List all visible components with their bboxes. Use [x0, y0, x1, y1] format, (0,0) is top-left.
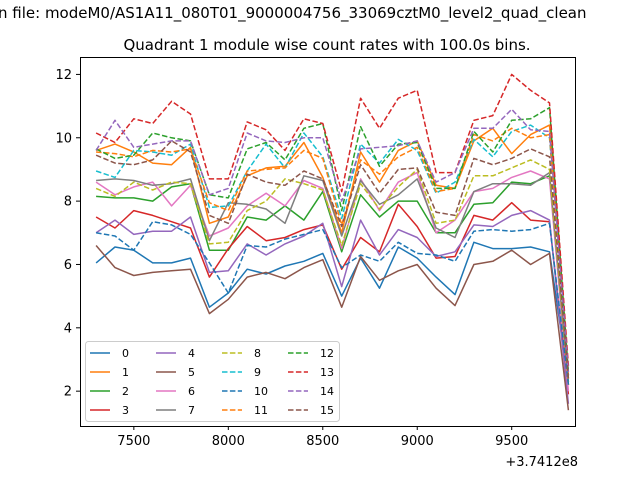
series-line-13 [95, 73, 570, 366]
legend-label-7: 7 [188, 404, 195, 417]
chart-title: Quadrant 1 module wise count rates with … [123, 36, 530, 54]
x-tick-label-9500: 9500 [495, 434, 528, 449]
series-line-1 [95, 124, 570, 376]
series-line-9 [95, 124, 570, 376]
legend-label-1: 1 [122, 366, 129, 379]
legend-label-5: 5 [188, 366, 195, 379]
legend-label-10: 10 [254, 385, 268, 398]
series-line-2 [96, 175, 570, 385]
legend-label-8: 8 [254, 347, 261, 360]
legend-label-12: 12 [320, 347, 334, 360]
y-tick-label-2: 2 [64, 385, 72, 400]
legend-label-13: 13 [320, 366, 334, 379]
legend-label-11: 11 [254, 404, 268, 417]
series-line-12 [95, 106, 570, 373]
x-tick-label-9000: 9000 [401, 434, 434, 449]
legend-label-3: 3 [122, 404, 129, 417]
series-line-10 [95, 220, 570, 385]
axes-frame [80, 57, 576, 427]
series-line-15 [95, 140, 570, 379]
legend-label-2: 2 [122, 385, 129, 398]
plot-area [95, 73, 570, 411]
figure-suptitle: n file: modeM0/AS1A11_080T01_9000004756_… [0, 4, 587, 23]
series-line-11 [96, 127, 570, 379]
series-line-5 [95, 245, 570, 411]
x-tick-label-8000: 8000 [212, 434, 245, 449]
x-offset-label: +3.7412e8 [505, 455, 578, 470]
series-line-8 [95, 159, 570, 382]
legend-label-6: 6 [188, 385, 195, 398]
series-line-14 [95, 108, 570, 373]
y-tick-label-4: 4 [64, 321, 72, 336]
y-tick-label-12: 12 [55, 68, 72, 83]
legend-label-14: 14 [320, 385, 334, 398]
legend-label-0: 0 [122, 347, 129, 360]
series-line-0 [95, 241, 570, 382]
legend-label-4: 4 [188, 347, 195, 360]
legend-label-15: 15 [320, 404, 334, 417]
series-line-4 [95, 209, 570, 404]
x-tick-label-8500: 8500 [306, 434, 339, 449]
legend-label-9: 9 [254, 366, 261, 379]
y-tick-label-8: 8 [64, 195, 72, 210]
x-tick-label-7500: 7500 [117, 434, 150, 449]
y-tick-label-10: 10 [55, 131, 72, 146]
legend-box [85, 341, 340, 422]
y-tick-label-6: 6 [64, 258, 72, 273]
